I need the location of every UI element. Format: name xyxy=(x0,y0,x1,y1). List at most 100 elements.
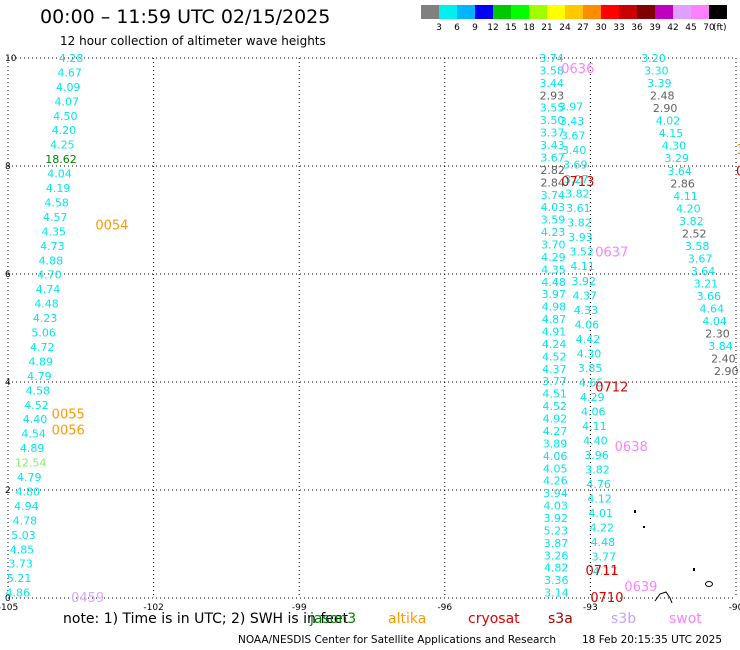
footer-credit: NOAA/NESDIS Center for Satellite Applica… xyxy=(238,634,556,646)
wave-height-value: 4.48 xyxy=(34,298,59,311)
wave-height-value: 3.82 xyxy=(679,215,704,228)
wave-height-value: 3.74 xyxy=(541,189,566,202)
satellite-cryosat: cryosat xyxy=(468,611,520,627)
y-tick-label: 8 xyxy=(5,162,11,172)
wave-height-value: 3.77 xyxy=(542,375,567,388)
legend-swatch xyxy=(619,5,637,19)
wave-height-value: 5.23 xyxy=(544,524,569,537)
pass-time-label: 11 xyxy=(736,143,740,158)
wave-height-value: 3.21 xyxy=(694,278,719,291)
page-subtitle: 12 hour collection of altimeter wave hei… xyxy=(60,34,326,48)
legend-label: 27 xyxy=(577,23,589,33)
legend-swatch xyxy=(457,5,475,19)
legend-swatch xyxy=(475,5,493,19)
wave-height-value: 5.03 xyxy=(11,529,36,542)
pass-time-label: 0639 xyxy=(624,580,657,595)
wave-height-value: 4.03 xyxy=(541,201,566,214)
pass-time-label: 0712 xyxy=(595,380,628,395)
wave-height-value: 4.78 xyxy=(13,514,38,527)
wave-height-value: 4.29 xyxy=(580,391,605,404)
satellite-s3b: s3b xyxy=(611,611,637,627)
pass-time-label: 0. xyxy=(736,164,740,179)
wave-height-value: 4.11 xyxy=(673,190,698,203)
y-tick-label: 6 xyxy=(5,270,11,280)
wave-height-value: 4.51 xyxy=(542,388,567,401)
wave-height-value: 4.05 xyxy=(543,462,568,475)
wave-height-value: 5.21 xyxy=(7,572,32,585)
wave-height-value: 4.57 xyxy=(43,211,68,224)
wave-height-value: 3.30 xyxy=(644,65,669,78)
island-shape xyxy=(634,510,636,513)
pass-time-labels: 0054 0055 0056 0459 0636 0713 0637 0712 0638 0711… xyxy=(52,62,740,606)
legend-label: 33 xyxy=(613,23,625,33)
wave-height-value: 4.22 xyxy=(590,521,615,534)
pass-time-label: 0054 xyxy=(95,218,128,233)
satellite-jason3: jason3 xyxy=(310,611,357,627)
wave-height-value: 4.33 xyxy=(574,304,599,317)
legend-label: 3 xyxy=(436,23,442,33)
wave-height-value: 3.97 xyxy=(541,288,566,301)
wave-height-value: 4.04 xyxy=(47,168,72,181)
wave-height-value: 4.19 xyxy=(46,182,71,195)
wave-height-value: 3.43 xyxy=(560,115,585,128)
legend-label: 24 xyxy=(559,23,571,33)
wave-height-value: 4.52 xyxy=(542,350,567,363)
legend-unit: (ft) xyxy=(713,23,727,33)
wave-height-value: 3.96 xyxy=(584,449,609,462)
wave-height-value: 4.25 xyxy=(50,139,75,152)
y-tick-label: 2 xyxy=(5,486,11,496)
pass-time-label: 0055 xyxy=(52,407,85,422)
legend-label: 6 xyxy=(454,23,460,33)
wave-height-value: 4.29 xyxy=(541,251,566,264)
legend-swatch xyxy=(583,5,601,19)
wave-height-value: 4.74 xyxy=(36,283,61,296)
pass-time-label: 0459 xyxy=(71,591,104,606)
wave-height-value: 4.76 xyxy=(586,478,611,491)
wave-height-value: 4.98 xyxy=(542,301,567,314)
wave-height-value: 4.28 xyxy=(59,52,84,65)
wave-height-value: 4.23 xyxy=(541,226,566,239)
x-tick-label: -102 xyxy=(143,603,163,613)
wave-height-value: 4.67 xyxy=(57,66,82,79)
wave-height-value: 4.40 xyxy=(583,434,608,447)
wave-height-value: 3.58 xyxy=(685,240,710,253)
wave-height-value: 3.97 xyxy=(559,101,584,114)
wave-height-value: 4.06 xyxy=(575,318,600,331)
wave-height-value: 4.23 xyxy=(33,312,58,325)
wave-height-value: 4.88 xyxy=(39,254,64,267)
wave-height-value: 3.92 xyxy=(543,512,568,525)
legend-label: 18 xyxy=(523,23,535,33)
wave-height-value: 4.65 xyxy=(579,376,604,389)
legend-swatch xyxy=(601,5,619,19)
wave-height-value: 2.84 xyxy=(540,176,565,189)
wave-height-value: 4.03 xyxy=(543,500,568,513)
wave-height-value: 4.17 xyxy=(593,565,618,578)
wave-height-value: 4.94 xyxy=(14,500,39,513)
legend-swatch xyxy=(637,5,655,19)
wave-height-value: 4.27 xyxy=(543,425,568,438)
legend-label: 36 xyxy=(631,23,643,33)
wave-height-value: 18.62 xyxy=(45,153,77,166)
wave-height-value: 3.93 xyxy=(568,231,593,244)
pass-time-label: 0637 xyxy=(595,245,628,260)
coastline-shape xyxy=(654,591,673,604)
wave-height-value: 4.82 xyxy=(544,562,569,575)
wave-height-value: 3.43 xyxy=(540,139,565,152)
wave-height-value: 2.93 xyxy=(540,89,565,102)
wave-height-value: 4.86 xyxy=(5,587,30,600)
wave-height-value: 3.50 xyxy=(540,114,565,127)
wave-height-value: 3.29 xyxy=(665,152,690,165)
wave-height-value: 4.30 xyxy=(662,140,687,153)
wave-height-value: 4.79 xyxy=(27,370,52,383)
wave-height-value: 4.85 xyxy=(10,543,35,556)
wave-height-value: 4.64 xyxy=(699,303,724,316)
wave-height-value: 3.58 xyxy=(539,64,564,77)
wave-height-value: 3.82 xyxy=(567,217,592,230)
wave-height-tracks: 4.284.674.094.074.504.204.2518.624.044.1… xyxy=(5,52,738,600)
legend-swatch xyxy=(529,5,547,19)
x-tick-label: -99 xyxy=(292,603,307,613)
legend-label: 42 xyxy=(667,23,679,33)
wave-height-value: 2.52 xyxy=(682,227,707,240)
wave-height-value: 4.12 xyxy=(587,492,612,505)
